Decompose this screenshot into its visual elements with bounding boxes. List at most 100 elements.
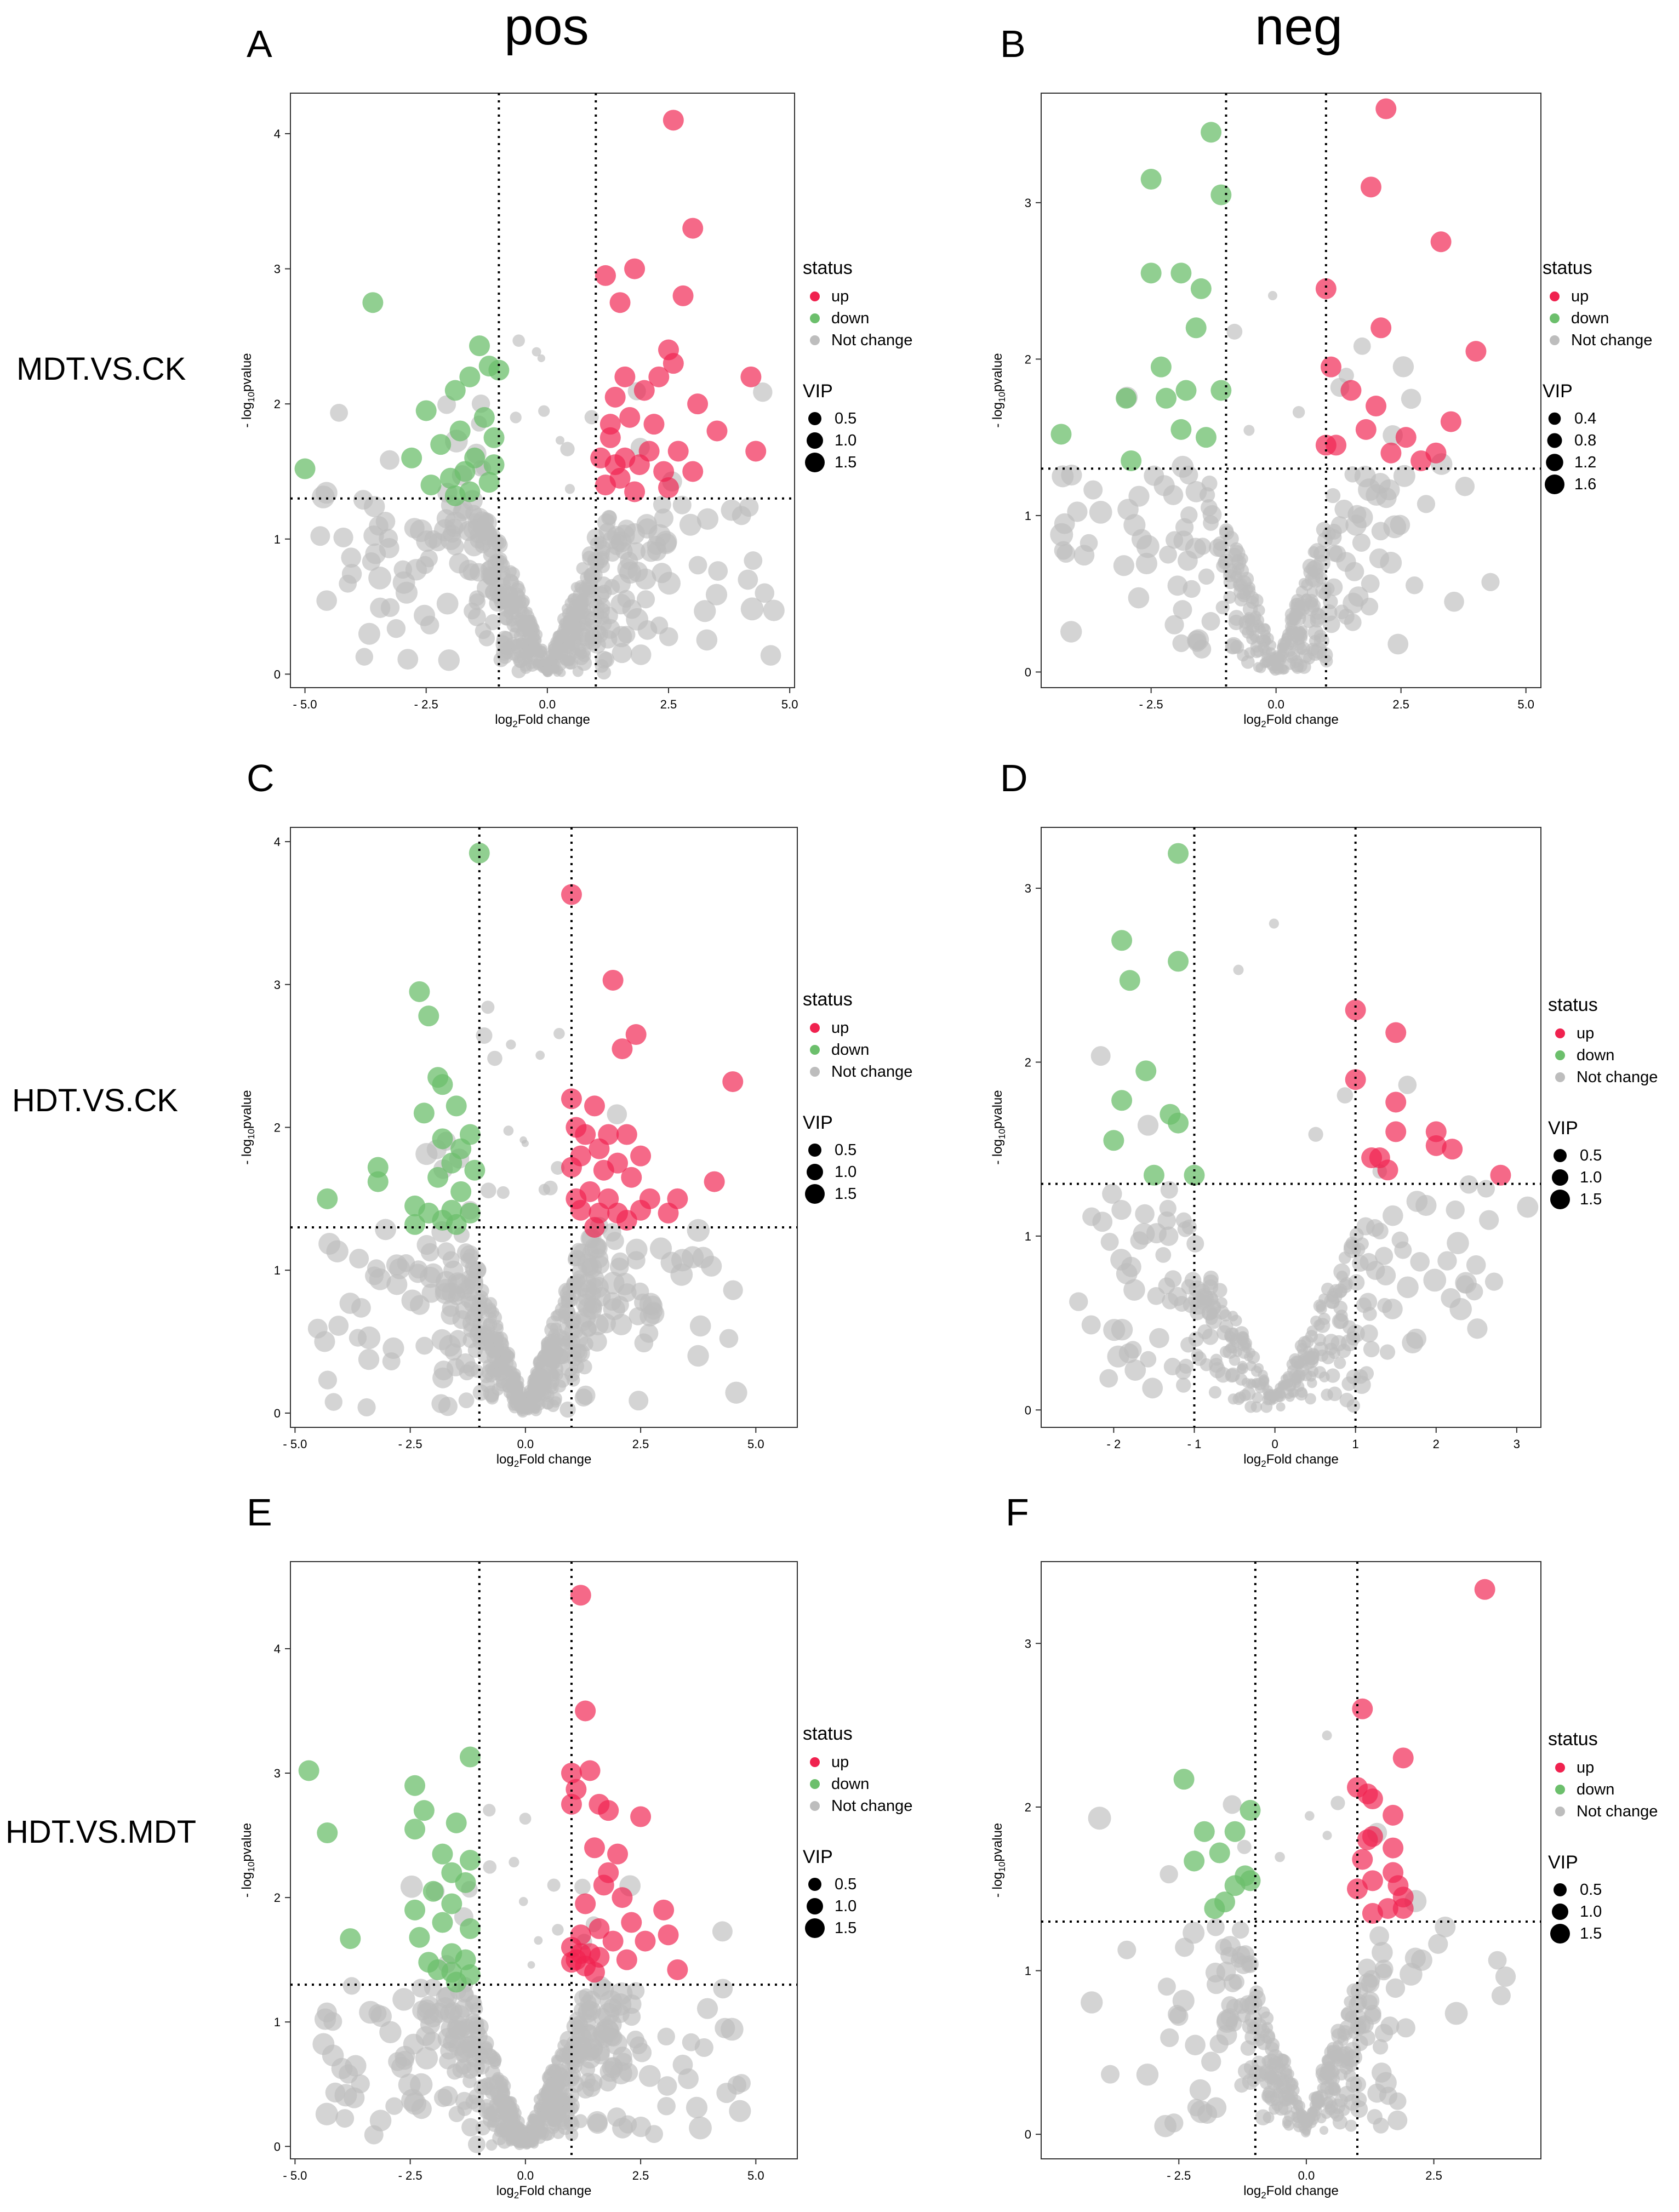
not-change-point [420, 1243, 439, 1262]
x-axis-title: log2Fold change [495, 712, 590, 729]
not-change-point [375, 512, 396, 531]
not-change-point [496, 565, 511, 580]
not-change-point [738, 569, 758, 590]
down-point [446, 1812, 467, 1833]
up-point [598, 1188, 619, 1209]
down-point [404, 1214, 426, 1235]
not-change-point [1347, 505, 1367, 524]
up-point [1410, 450, 1432, 471]
x-tick-label: - 2.5 [1167, 2169, 1191, 2182]
not-change-point [1244, 2010, 1263, 2028]
x-tick-label: 2.5 [632, 1437, 649, 1451]
up-point [1392, 1747, 1414, 1769]
y-axis-title: - log10pvalue [239, 353, 256, 427]
not-change-point [1275, 1851, 1285, 1862]
up-point [602, 1930, 624, 1952]
not-change-point [310, 526, 330, 546]
not-change-point [469, 1261, 487, 1279]
not-change-point [468, 2089, 484, 2105]
down-point [1143, 1164, 1164, 1186]
down-point [446, 1214, 467, 1235]
not-change-point [560, 442, 575, 456]
not-change-point [1231, 1921, 1249, 1939]
not-change-point [456, 1282, 473, 1299]
down-point [1103, 1130, 1124, 1151]
down-point [1209, 1842, 1230, 1864]
not-change-point [1252, 1378, 1263, 1388]
panel-letter-a: A [247, 22, 272, 65]
down-point [483, 454, 505, 476]
down-point [459, 1918, 481, 1939]
not-change-point [1169, 2007, 1189, 2026]
y-axis-title: - log10pvalue [239, 1823, 256, 1897]
up-point [1320, 356, 1341, 378]
down-point [298, 1760, 319, 1781]
not-change-point [577, 592, 592, 607]
down-point [1116, 387, 1137, 409]
not-change-point [1289, 1388, 1299, 1398]
down-point [362, 292, 384, 313]
not-change-point [600, 619, 620, 639]
not-change-point [1061, 464, 1082, 486]
down-point [432, 1074, 453, 1095]
not-change-point [328, 1316, 349, 1336]
y-tick-label: 1 [1025, 509, 1031, 523]
not-change-point [696, 629, 718, 651]
not-change-point [657, 2027, 675, 2046]
not-change-point [1179, 465, 1198, 485]
up-point [658, 1202, 679, 1224]
up-point [561, 1763, 582, 1784]
not-change-point [634, 1293, 652, 1312]
not-change-point [497, 578, 511, 592]
down-point [459, 1850, 481, 1871]
not-change-point [574, 1388, 593, 1407]
legend-status-title: status [803, 989, 853, 1010]
up-point [1442, 1139, 1463, 1160]
not-change-point [509, 1856, 519, 1868]
not-change-point [1270, 1396, 1279, 1404]
x-tick-label: - 2 [1107, 1437, 1121, 1451]
y-tick-label: 2 [1025, 1801, 1031, 1814]
not-change-point [1234, 1326, 1249, 1341]
not-change-point [1081, 1315, 1101, 1335]
down-point [1168, 843, 1189, 864]
not-change-point [721, 2017, 744, 2041]
not-change-point [1449, 1298, 1472, 1321]
not-change-point [438, 649, 460, 671]
not-change-point [551, 1161, 565, 1175]
not-change-point [1380, 552, 1402, 574]
not-change-point [623, 2008, 641, 2026]
up-point [1385, 1091, 1407, 1113]
not-change-point [1128, 485, 1150, 507]
legend-up-label: up [1577, 1759, 1594, 1776]
legend-not-change-key [1555, 1072, 1565, 1082]
down-point [1140, 262, 1162, 284]
not-change-point [439, 1335, 461, 1357]
not-change-point [1159, 545, 1177, 564]
panel-e: - 5.0 - 2.5 0.0 2.5 5.0 0 1 2 3 4 log2Fold change -… [239, 1561, 912, 2200]
not-change-point [445, 518, 464, 538]
up-point [598, 1800, 619, 1821]
up-point [566, 1188, 587, 1209]
up-point [1315, 278, 1337, 299]
legend-vip-key [1547, 433, 1562, 448]
not-change-point [572, 642, 586, 656]
not-change-point [547, 2063, 562, 2078]
up-point [630, 1806, 652, 1827]
y-tick-label: 1 [1025, 1230, 1031, 1243]
legend-vip-key [805, 1918, 825, 1938]
not-change-point [1484, 1272, 1504, 1291]
not-change-point [1157, 1977, 1176, 1996]
not-change-point [522, 632, 534, 644]
not-change-point [1313, 1299, 1327, 1313]
down-point [317, 1822, 338, 1844]
legend-not-change-key [1550, 335, 1560, 345]
x-tick-label: 5.0 [747, 1437, 764, 1451]
not-change-point [564, 620, 579, 635]
up-point [1370, 317, 1392, 339]
y-tick-label: 4 [274, 1642, 281, 1656]
not-change-point [415, 2047, 438, 2070]
down-point [1224, 1875, 1246, 1896]
not-change-point [586, 2111, 608, 2133]
not-change-point [483, 1804, 496, 1817]
